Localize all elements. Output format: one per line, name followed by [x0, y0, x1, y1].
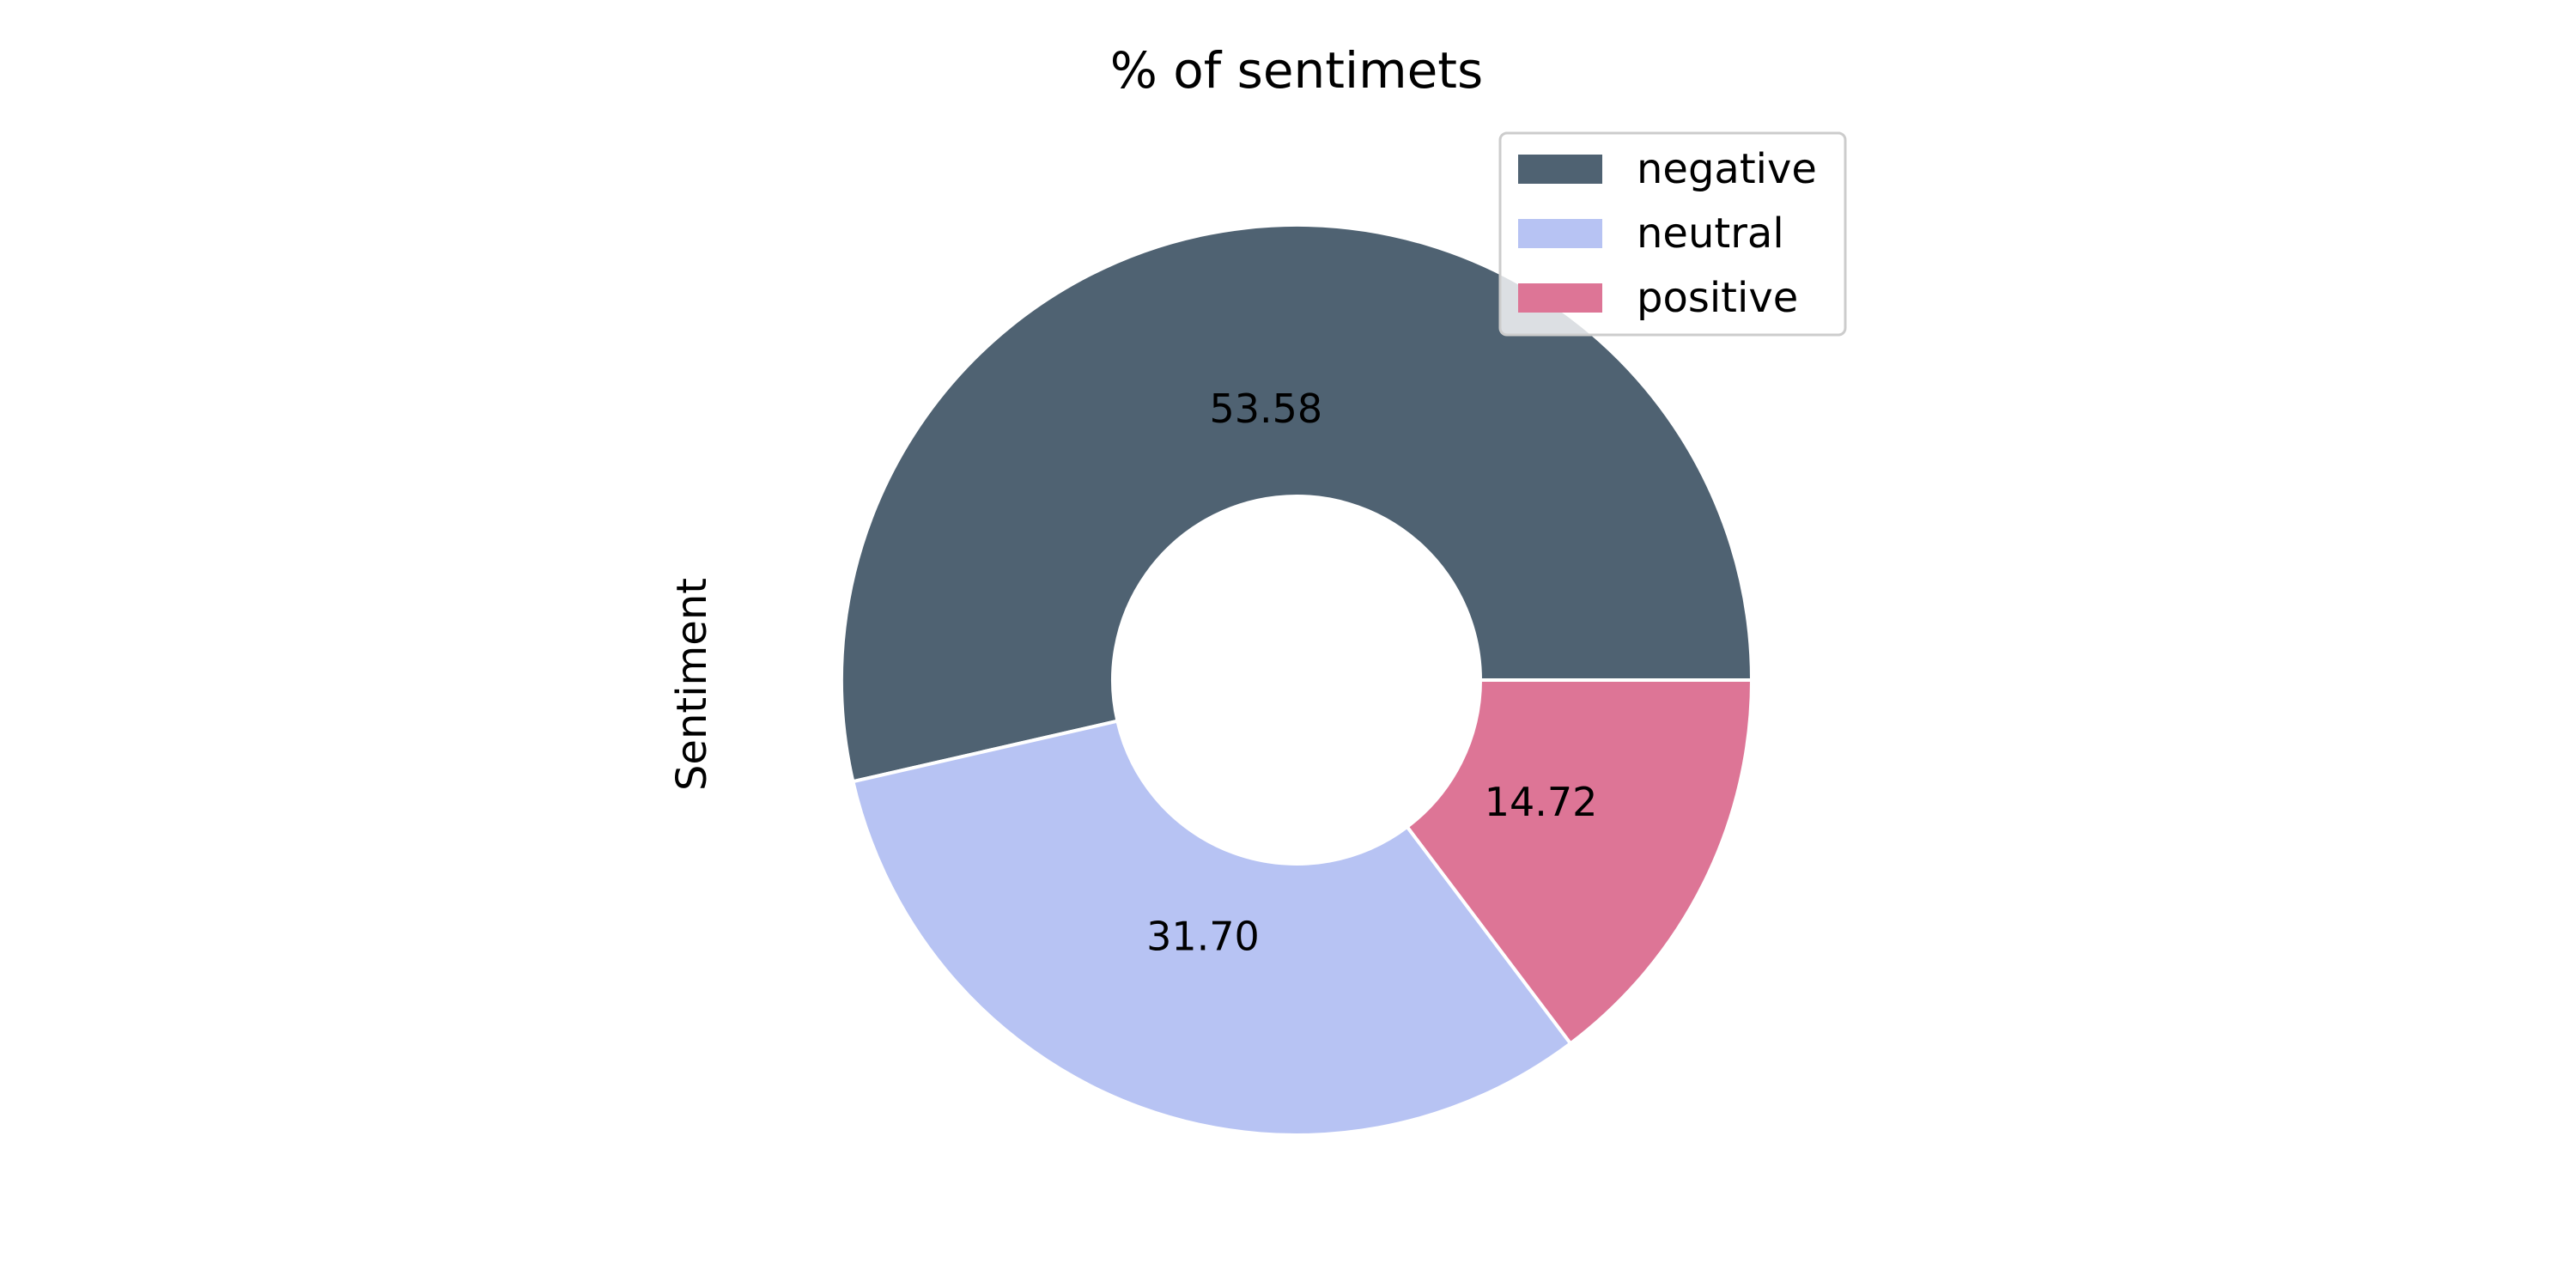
legend: negative neutral positive: [1498, 131, 1847, 337]
legend-swatch-positive: [1518, 283, 1602, 313]
pie-slice-neutral: [851, 719, 1573, 1137]
legend-label-positive: positive: [1637, 274, 1798, 322]
legend-item-positive: positive: [1518, 274, 1798, 322]
legend-swatch-negative: [1518, 155, 1602, 184]
legend-label-neutral: neutral: [1637, 210, 1784, 258]
legend-swatch-neutral: [1518, 219, 1602, 248]
pie-slices: [840, 223, 1753, 1137]
y-axis-label: Sentiment: [668, 578, 716, 791]
slice-labels: 53.58 31.70 14.72: [1146, 386, 1597, 960]
slice-label-positive: 14.72: [1485, 779, 1598, 825]
legend-item-negative: negative: [1518, 145, 1817, 193]
legend-item-neutral: neutral: [1518, 210, 1784, 258]
slice-label-neutral: 31.70: [1146, 914, 1260, 960]
chart-title: % of sentimets: [1110, 41, 1484, 100]
legend-items: negative neutral positive: [1518, 145, 1817, 322]
legend-label-negative: negative: [1637, 145, 1817, 193]
slice-label-negative: 53.58: [1209, 386, 1322, 432]
pie-slice-positive: [1405, 678, 1753, 1046]
